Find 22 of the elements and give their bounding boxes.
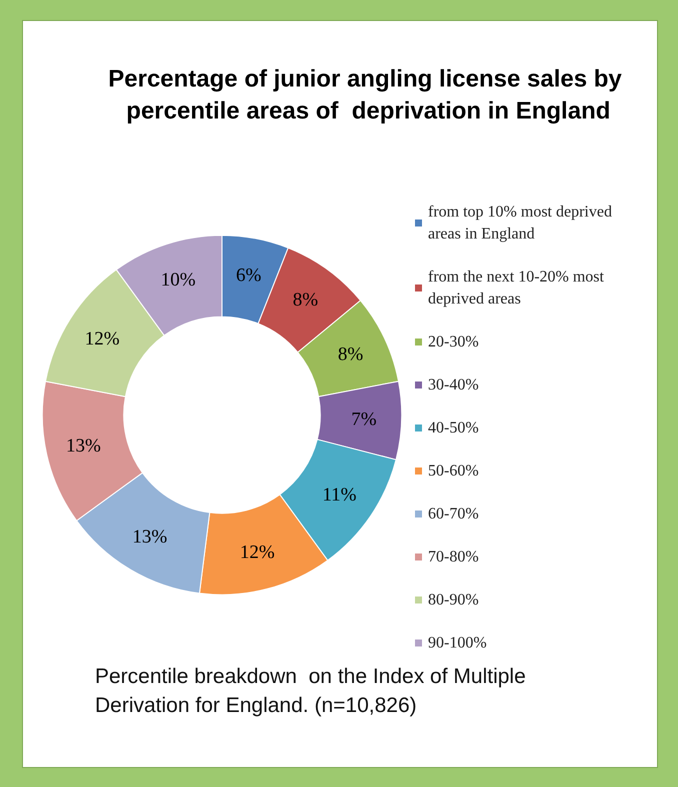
chart-title: Percentage of junior angling license sales by percentile areas of deprivation in England bbox=[108, 66, 622, 124]
legend-label: from top 10% most deprived areas in England bbox=[428, 204, 616, 242]
data-label: 12% bbox=[84, 328, 120, 350]
data-label: 6% bbox=[236, 265, 262, 286]
data-label: 7% bbox=[351, 408, 377, 430]
data-label: 10% bbox=[160, 269, 196, 290]
legend-label: 20-30% bbox=[428, 334, 479, 350]
legend-label: 30-40% bbox=[428, 376, 479, 394]
data-label: 8% bbox=[292, 290, 318, 311]
data-label: 13% bbox=[132, 526, 168, 548]
legend-label: 90-100% bbox=[428, 634, 487, 652]
legend-label: 50-60% bbox=[428, 462, 479, 480]
legend-label: 40-50% bbox=[428, 420, 479, 436]
text: Percentile breakdown on the Index of Multiple Derivation for England. (n=10,826) bbox=[95, 664, 527, 719]
data-label: 11% bbox=[322, 484, 357, 506]
legend-label: 60-70% bbox=[428, 506, 479, 522]
data-label: 8% bbox=[338, 344, 364, 366]
legend-label: from the next 10-20% most deprived areas bbox=[428, 268, 608, 308]
data-label: 13% bbox=[66, 435, 102, 456]
data-label: 12% bbox=[240, 542, 275, 564]
legend-label: 70-80% bbox=[428, 548, 479, 566]
legend-label: 80-90% bbox=[428, 592, 479, 608]
